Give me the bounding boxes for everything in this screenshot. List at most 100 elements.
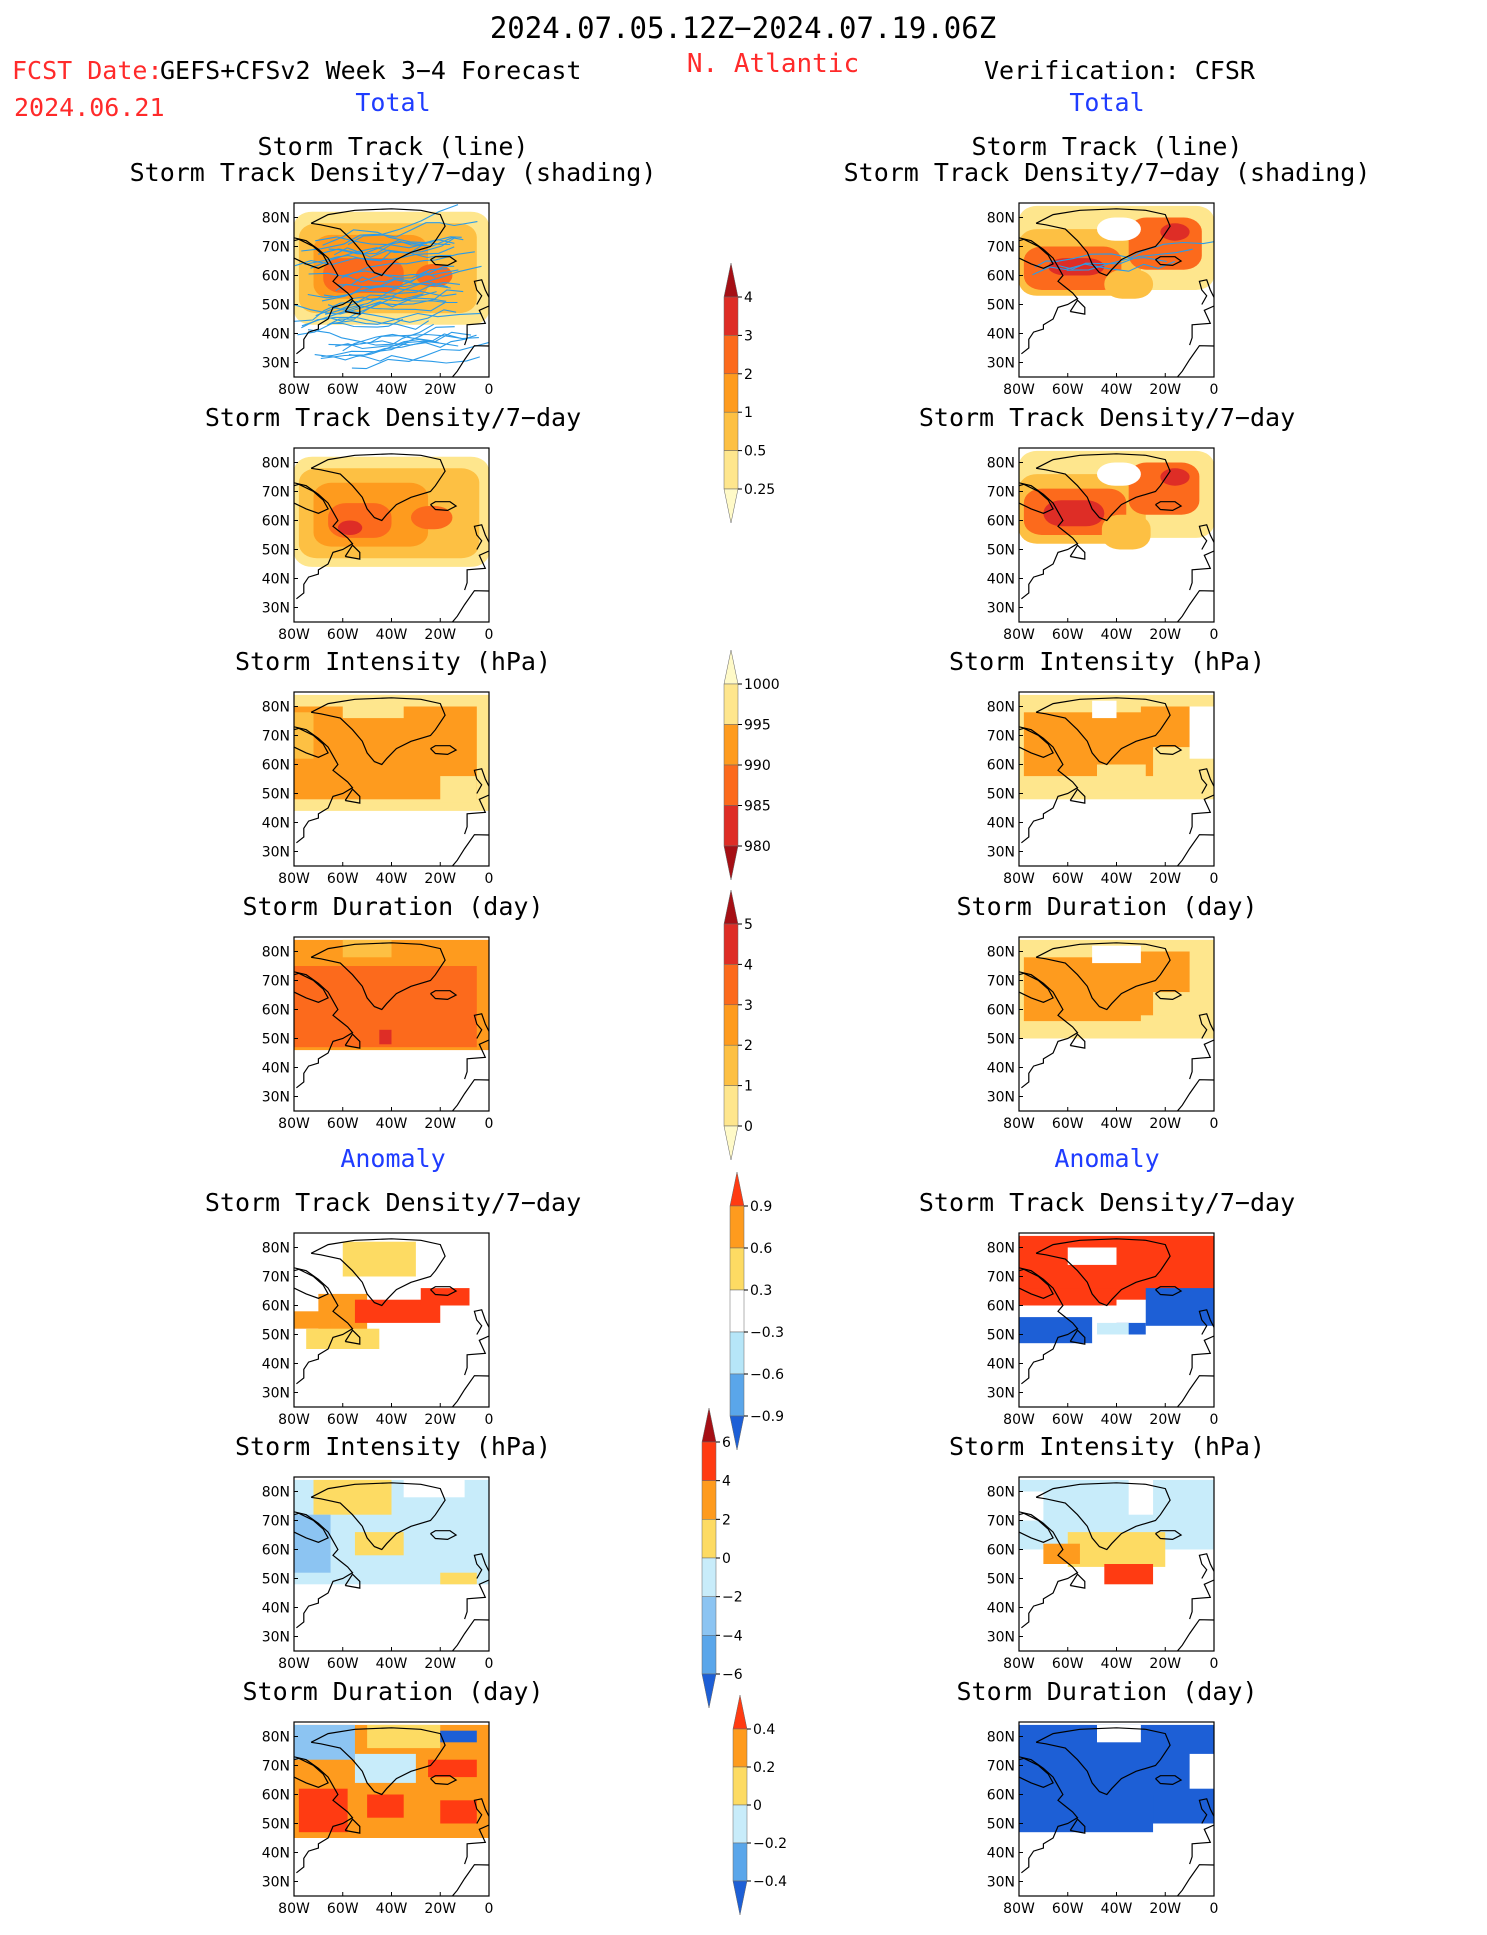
- lat-tick-label: 70N: [262, 1759, 290, 1775]
- lon-tick-label: 20W: [424, 382, 456, 398]
- shading-cell: [1092, 700, 1117, 719]
- shading-cell: [415, 263, 453, 288]
- lon-tick-label: 40W: [1101, 1901, 1133, 1917]
- colorbar-label: 2: [744, 1038, 753, 1054]
- coastline: [310, 1238, 446, 1307]
- lon-tick-label: 80W: [1003, 1656, 1035, 1672]
- coastline: [451, 1375, 489, 1407]
- coastline: [473, 1798, 489, 1824]
- panel-title-intensity-right: Storm Intensity (hPa): [948, 647, 1266, 676]
- storm-track-line: [328, 242, 451, 255]
- shading-cell: [411, 506, 453, 530]
- coastline: [344, 1818, 361, 1834]
- coastline: [430, 990, 458, 1001]
- colorbar-swatch: [701, 1519, 717, 1559]
- colorbar-swatch: [723, 805, 739, 847]
- lon-tick-label: 0: [1210, 1116, 1219, 1132]
- coastline: [1155, 256, 1183, 267]
- lat-tick-label: 40N: [262, 327, 290, 343]
- shading-cell: [1019, 1317, 1093, 1344]
- shading-cell: [1189, 1753, 1214, 1789]
- lat-tick-label: 50N: [262, 1328, 290, 1344]
- storm-track-line: [315, 307, 457, 323]
- colorbar-duration_total: 5 4 3 2 1 0: [723, 889, 753, 1161]
- lon-tick-label: 20W: [424, 871, 456, 887]
- lon-tick-label: 0: [485, 627, 494, 643]
- coastline: [1035, 453, 1171, 522]
- lat-tick-label: 60N: [262, 1299, 290, 1315]
- coastline: [1035, 1482, 1171, 1551]
- coastline: [1176, 1375, 1214, 1407]
- shading-cell: [1097, 764, 1146, 791]
- coastline: [1019, 238, 1054, 269]
- coastline: [1069, 1818, 1086, 1834]
- coastline: [1069, 299, 1086, 315]
- colorbar-label: 1000: [744, 677, 780, 693]
- coastline: [294, 1512, 329, 1543]
- colorbar-label: 0.5: [744, 444, 766, 460]
- colorbar-swatch: [729, 1415, 745, 1451]
- lat-tick-label: 60N: [262, 1788, 290, 1804]
- coastline: [473, 524, 489, 550]
- coastline: [1189, 550, 1214, 591]
- lat-tick-label: 40N: [987, 572, 1015, 588]
- lat-tick-label: 40N: [987, 816, 1015, 832]
- colorbar-swatch: [723, 649, 739, 685]
- storm-track-line: [1032, 260, 1176, 276]
- storm-track-line: [341, 269, 459, 279]
- lon-tick-label: 40W: [376, 1412, 408, 1428]
- forecast-density-map: 80N 70N 60N 50N 40N 30N 80W 60W 40W 20W 0: [262, 447, 494, 643]
- lat-tick-label: 80N: [262, 1730, 290, 1746]
- lon-tick-label: 40W: [1101, 382, 1133, 398]
- shading-cell: [1097, 462, 1141, 486]
- colorbar-swatch: [701, 1557, 717, 1597]
- coastline: [1019, 1267, 1079, 1385]
- coastline: [310, 1727, 446, 1796]
- colorbar-swatch: [701, 1441, 717, 1481]
- lon-tick-label: 80W: [1003, 627, 1035, 643]
- lat-tick-label: 70N: [987, 240, 1015, 256]
- coastline: [1069, 544, 1086, 560]
- lat-tick-label: 80N: [987, 456, 1015, 472]
- coastline: [464, 305, 489, 346]
- colorbar-swatch: [732, 1804, 748, 1844]
- coastline: [430, 256, 458, 267]
- coastline: [294, 238, 329, 269]
- coastline: [430, 745, 458, 756]
- colorbar-swatch: [732, 1766, 748, 1806]
- storm-track-line: [297, 318, 404, 336]
- coastline: [1189, 305, 1214, 346]
- coastline: [1019, 1512, 1054, 1543]
- lat-tick-label: 70N: [262, 485, 290, 501]
- lon-tick-label: 20W: [424, 1412, 456, 1428]
- lat-tick-label: 50N: [987, 543, 1015, 559]
- shading-cell: [1097, 217, 1141, 241]
- coastline: [464, 1039, 489, 1080]
- colorbar-label: −2: [722, 1590, 743, 1606]
- coastline: [464, 794, 489, 835]
- colorbar-swatch: [729, 1247, 745, 1291]
- colorbar-swatch: [723, 1044, 739, 1086]
- shading-cell: [428, 1759, 477, 1778]
- lat-tick-label: 40N: [987, 1357, 1015, 1373]
- shading-cell: [306, 1328, 380, 1349]
- colorbar-swatch: [729, 1171, 745, 1207]
- coastline: [344, 1329, 361, 1345]
- colorbar-label: 985: [744, 799, 771, 815]
- shading-cell: [420, 1288, 470, 1306]
- coastline: [451, 1619, 489, 1651]
- lon-tick-label: 0: [485, 1412, 494, 1428]
- colorbar-swatch: [723, 889, 739, 925]
- lon-tick-label: 40W: [376, 627, 408, 643]
- shading-cell: [1140, 706, 1190, 748]
- storm-track-line: [301, 316, 430, 330]
- colorbar-duration_anom: 0.4 0.2 0 −0.2 −0.4: [732, 1694, 787, 1916]
- coastline: [1189, 794, 1214, 835]
- storm-track-line: [335, 283, 457, 297]
- coastline: [1069, 1573, 1086, 1589]
- shading-cell: [294, 1311, 331, 1329]
- lon-tick-label: 80W: [1003, 1901, 1035, 1917]
- coastline: [464, 1824, 489, 1865]
- colorbar-label: 0: [744, 1119, 753, 1135]
- coastline: [430, 1530, 458, 1541]
